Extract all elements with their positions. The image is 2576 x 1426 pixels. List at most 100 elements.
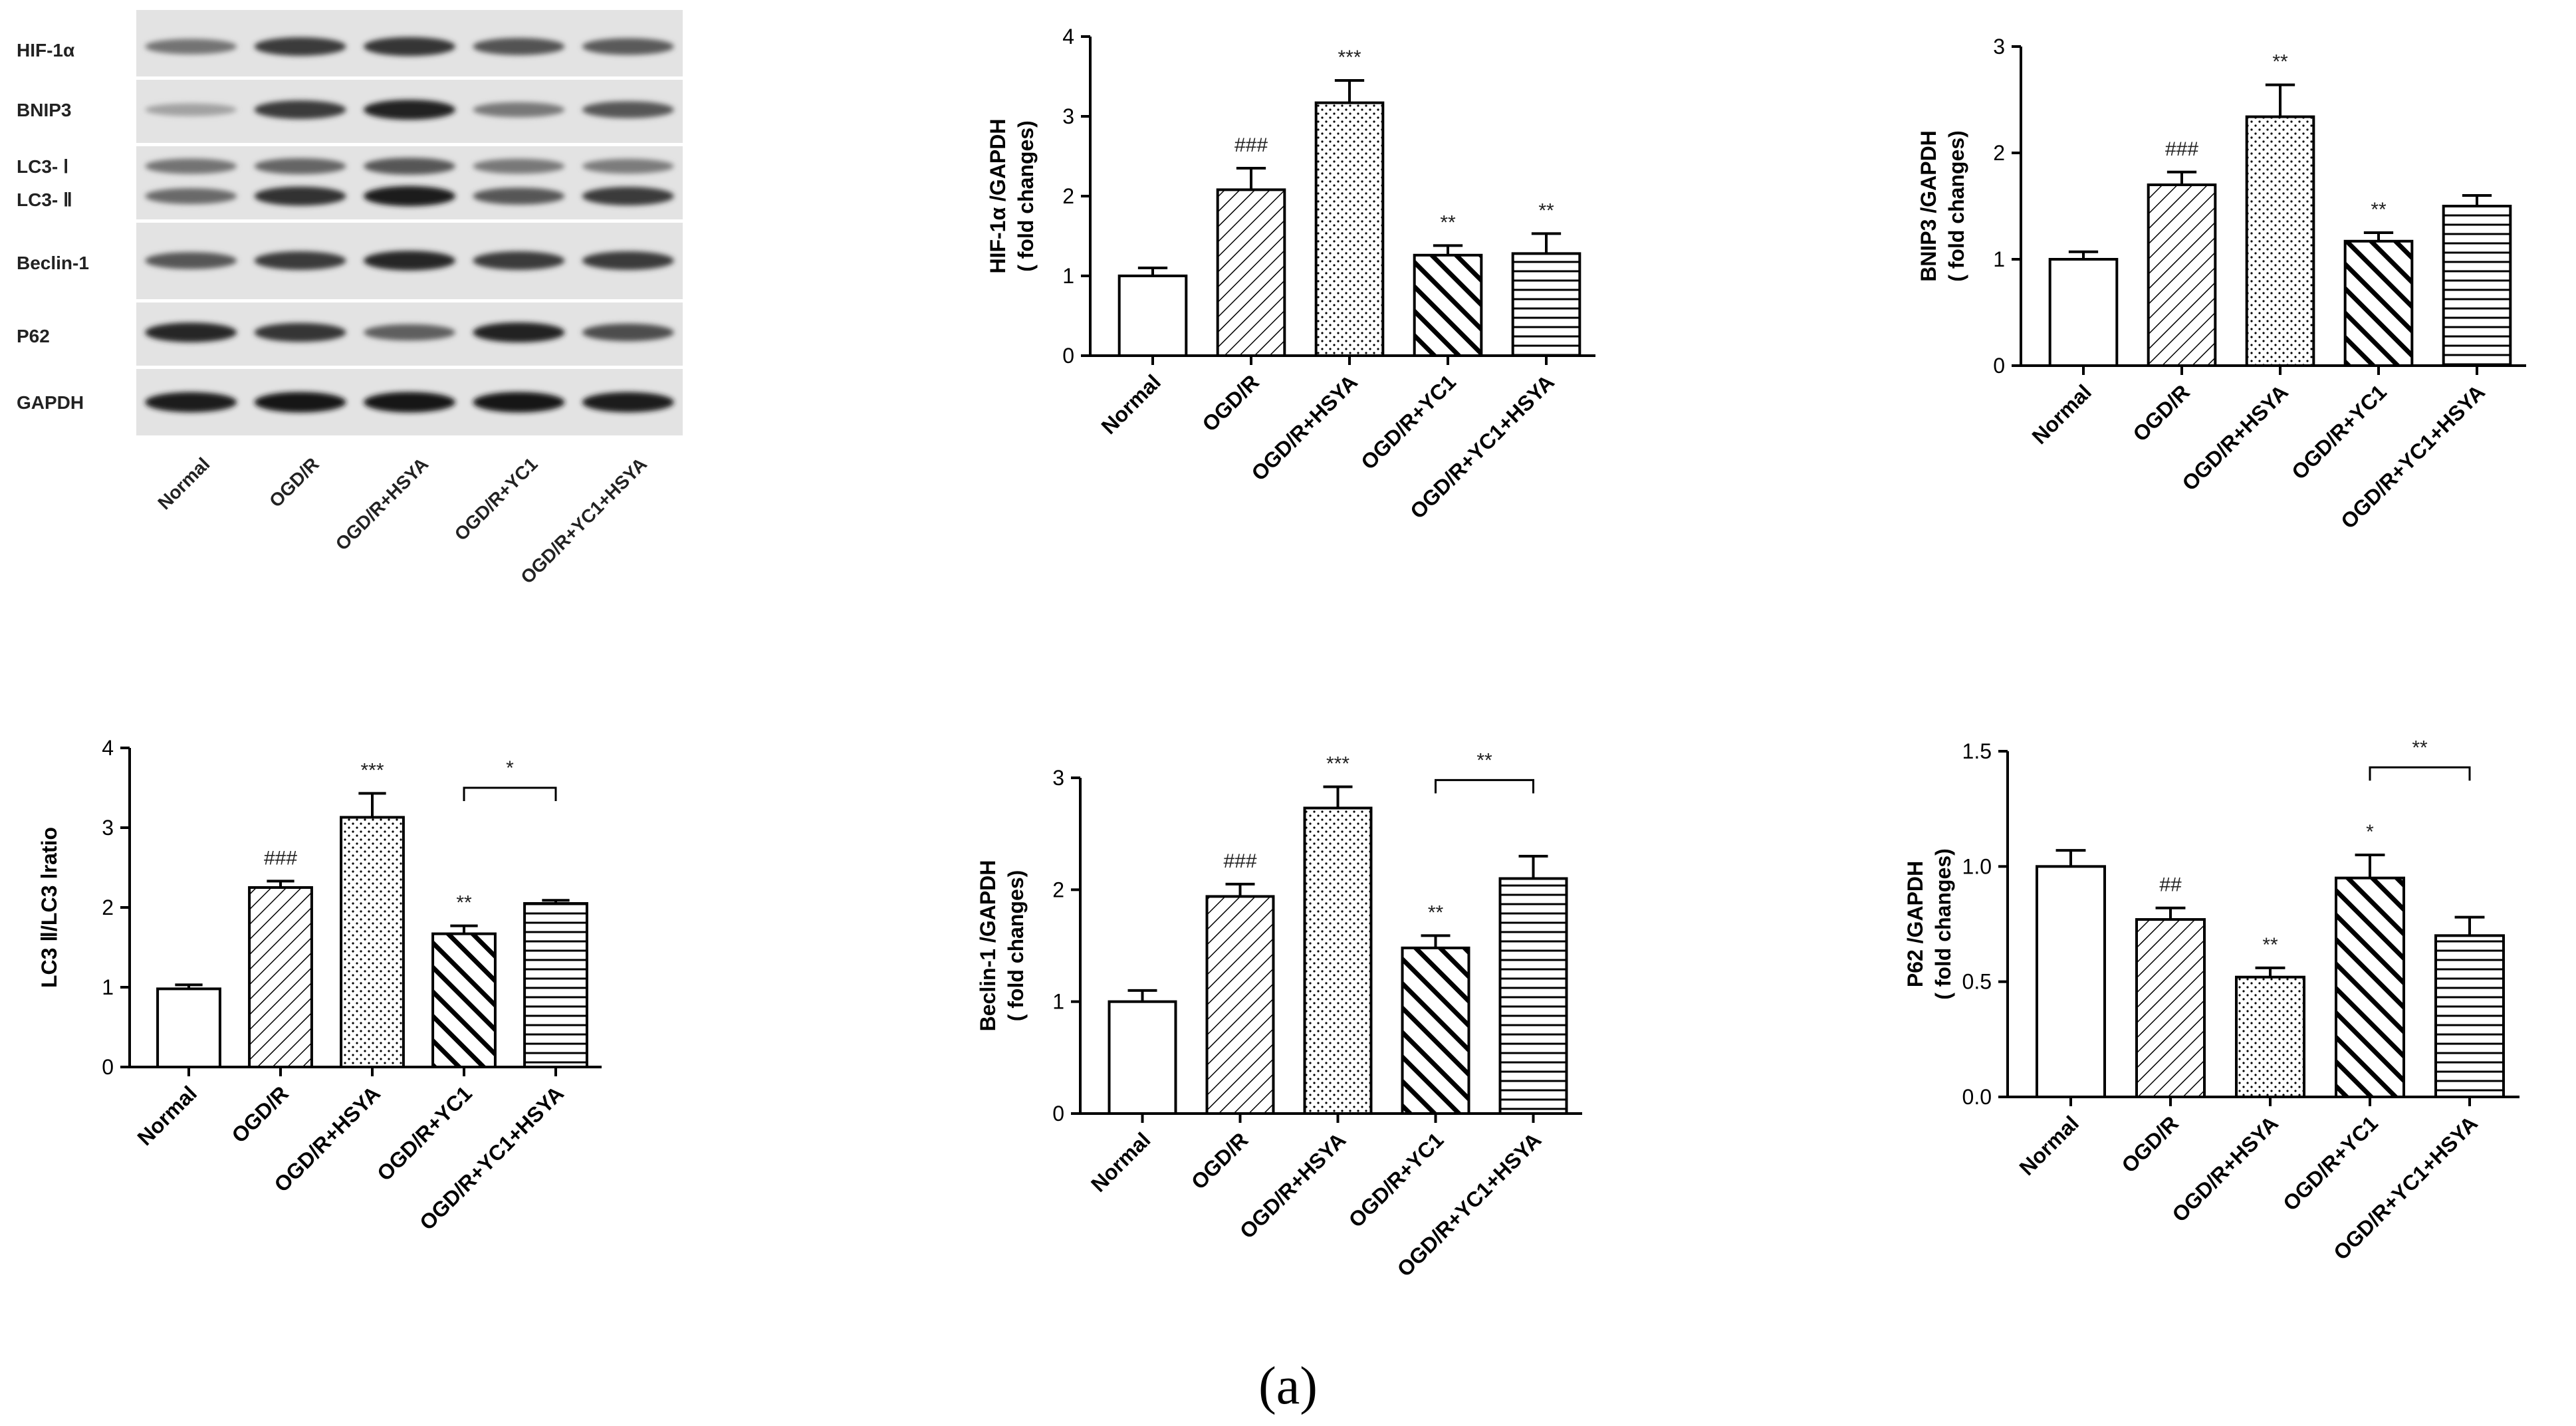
blot-band	[582, 323, 674, 342]
x-tick-label: Normal	[1097, 370, 1165, 438]
significance-label: ***	[360, 759, 384, 781]
blot-band	[254, 100, 346, 119]
bar	[1401, 946, 1470, 1116]
bar	[2235, 975, 2305, 1098]
y-axis-label-2: ( fold changes)	[1931, 848, 1955, 1000]
blot-band	[582, 251, 674, 270]
blot-band	[473, 158, 565, 174]
blot-band	[473, 251, 565, 270]
blot-band	[582, 187, 674, 205]
comparison-bracket	[2369, 766, 2471, 781]
y-tick-label: 4	[102, 736, 114, 760]
blot-band	[582, 101, 674, 118]
y-tick-label: 2	[102, 895, 114, 919]
bar	[1303, 806, 1373, 1115]
x-tick-label: OGD/R	[1187, 1128, 1253, 1194]
y-tick-label: 0	[1062, 344, 1074, 368]
y-axis-label: LC3 Ⅱ/LC3 Ⅰratio	[37, 827, 61, 988]
blot-band	[254, 322, 346, 342]
bar-chart: 0 1 2 3 BNIP3 /GAPDH( fold changes) Normal ###…	[1917, 35, 2526, 533]
x-tick-label: OGD/R+YC1	[1356, 370, 1461, 474]
x-tick-label: OGD/R+HSYA	[1235, 1128, 1351, 1243]
bar	[1498, 877, 1568, 1115]
blot-lane-label: OGD/R+YC1	[451, 453, 542, 544]
bar	[1108, 1000, 1177, 1115]
blot-row-label: Beclin-1	[17, 253, 89, 273]
significance-label: **	[2272, 51, 2288, 73]
significance-label: **	[2262, 934, 2278, 956]
y-tick-label: 2	[1052, 878, 1064, 901]
y-tick-label: 1.5	[1962, 739, 1992, 763]
blot-band	[582, 38, 674, 55]
bracket-label: *	[506, 757, 514, 779]
y-tick-label: 0	[1993, 354, 2005, 378]
bar-chart: 0 1 2 3 Beclin-1 /GAPDH( fold changes) Normal…	[976, 749, 1582, 1281]
bar-chart: 0.0 0.5 1.0 1.5 P62 /GAPDH( fold changes) Nor…	[1903, 737, 2519, 1264]
blot-band	[363, 392, 456, 413]
bar	[1314, 101, 1385, 357]
figure-caption: (a)	[1258, 1357, 1318, 1415]
bar	[2335, 876, 2405, 1098]
blot-row-label: LC3- Ⅰ	[17, 156, 68, 177]
blot-band	[582, 158, 674, 174]
y-tick-label: 2	[1993, 141, 2005, 165]
blot-lane-label: OGD/R+HSYA	[332, 453, 433, 554]
blot-band	[145, 252, 237, 269]
y-tick-label: 4	[1062, 25, 1074, 49]
significance-label: ##	[2159, 874, 2182, 896]
significance-label: *	[2366, 821, 2374, 843]
y-tick-label: 3	[1052, 766, 1064, 790]
blot-band	[363, 99, 456, 120]
x-tick-label: OGD/R+YC1	[1344, 1128, 1449, 1232]
western-blot: HIF-1α BNIP3 LC3- Ⅰ LC3- Ⅱ Beclin-1 P62 GAPDH N…	[17, 10, 683, 588]
x-tick-label: OGD/R+YC1	[2278, 1111, 2383, 1215]
bar	[156, 987, 221, 1069]
significance-label: ***	[1326, 753, 1349, 774]
bar	[431, 932, 497, 1068]
bar	[1511, 252, 1581, 357]
significance-label: **	[1440, 211, 1456, 233]
significance-label: **	[1428, 901, 1444, 923]
y-tick-label: 0.0	[1962, 1085, 1992, 1109]
blot-band	[254, 37, 346, 56]
blot-band	[145, 158, 237, 174]
bar	[2442, 205, 2512, 367]
bar	[2036, 865, 2106, 1099]
x-tick-label: Normal	[1086, 1128, 1155, 1196]
y-axis-label: BNIP3 /GAPDH	[1917, 130, 1940, 282]
y-axis-label: HIF-1α /GAPDH	[986, 118, 1010, 273]
x-tick-label: OGD/R+YC1	[372, 1081, 477, 1185]
blot-band	[473, 392, 565, 413]
bar	[1216, 188, 1286, 357]
blot-band	[473, 187, 565, 205]
blot-band	[254, 251, 346, 270]
y-tick-label: 1.0	[1962, 854, 1992, 878]
x-tick-label: OGD/R	[2117, 1111, 2183, 1177]
blot-row-label: BNIP3	[17, 100, 71, 120]
y-tick-label: 1	[102, 975, 114, 999]
y-axis-label-2: ( fold changes)	[1944, 130, 1968, 282]
bar	[1117, 275, 1188, 357]
x-tick-label: Normal	[133, 1081, 201, 1149]
significance-label: ###	[264, 847, 297, 869]
blot-row-label: P62	[17, 326, 50, 346]
x-tick-label: OGD/R	[227, 1081, 293, 1147]
blot-band	[363, 37, 456, 57]
blot-band	[363, 251, 456, 271]
blot-band	[254, 158, 346, 175]
significance-label: ###	[1234, 134, 1268, 156]
blot-band	[363, 324, 456, 341]
significance-label: ***	[1338, 47, 1361, 68]
y-tick-label: 2	[1062, 184, 1074, 208]
blot-row-label: GAPDH	[17, 392, 84, 413]
bar	[340, 816, 405, 1069]
bar	[2048, 258, 2119, 367]
y-tick-label: 3	[1062, 104, 1074, 128]
x-tick-label: OGD/R+YC1	[2287, 380, 2391, 484]
y-axis-label-2: ( fold changes)	[1004, 870, 1028, 1022]
blot-row-label: LC3- Ⅱ	[17, 189, 72, 210]
bar	[248, 886, 313, 1068]
y-tick-label: 1	[1993, 247, 2005, 271]
